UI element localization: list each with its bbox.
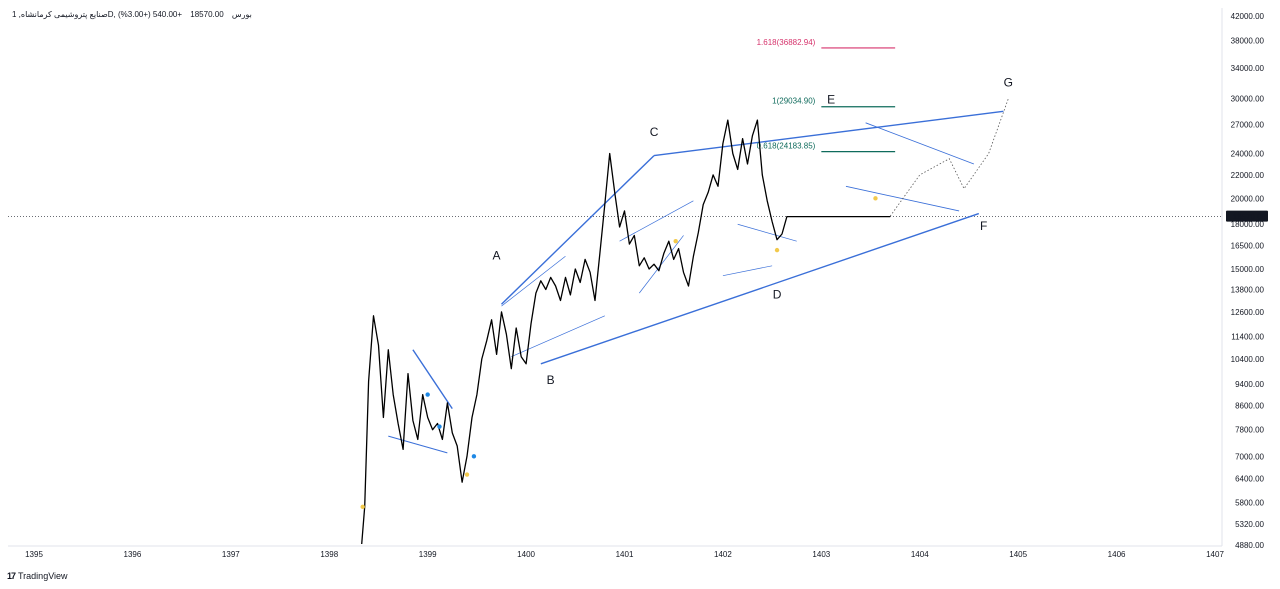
y-tick-label: 16500.00 xyxy=(1231,242,1265,251)
y-tick-label: 12600.00 xyxy=(1231,308,1265,317)
wave-label-a: A xyxy=(493,248,501,262)
x-tick-label: 1400 xyxy=(517,550,535,559)
fib-level-label: 0.618(24183.85) xyxy=(757,142,816,151)
wave-label-f: F xyxy=(980,219,987,233)
x-tick-label: 1395 xyxy=(25,550,43,559)
x-tick-label: 1406 xyxy=(1108,550,1126,559)
minor-line-d1 xyxy=(737,223,797,242)
y-tick-label: 7800.00 xyxy=(1235,426,1264,435)
symbol-title[interactable]: صنایع پتروشیمی کرمانشاه, 1D, بورس xyxy=(12,10,252,19)
minor-line-a2 xyxy=(511,315,605,358)
y-tick-label: 11400.00 xyxy=(1231,332,1264,341)
wave-label-g: G xyxy=(1004,76,1013,90)
y-tick-label: 18000.00 xyxy=(1231,220,1265,229)
fib-level-label: 1.618(36882.94) xyxy=(757,38,816,47)
wave-label-e: E xyxy=(827,93,835,107)
falling-wedge-upper-line xyxy=(865,122,975,165)
minor-line-c1 xyxy=(619,200,694,242)
signal-marker xyxy=(673,238,678,244)
signal-marker xyxy=(464,472,470,477)
x-tick-label: 1407 xyxy=(1206,550,1224,559)
tradingview-icon: 17 xyxy=(7,571,16,581)
x-tick-label: 1401 xyxy=(616,550,634,559)
minor-line-d2 xyxy=(722,265,773,277)
x-tick-label: 1404 xyxy=(911,550,929,559)
triangle-upper-line xyxy=(412,349,453,410)
y-tick-label: 42000.00 xyxy=(1231,12,1265,21)
signal-marker xyxy=(425,392,430,397)
channel-lower-line xyxy=(540,212,980,365)
wave-label-c: C xyxy=(650,125,659,139)
y-tick-label: 20000.00 xyxy=(1231,194,1265,203)
fib-level-label: 1(29034.90) xyxy=(772,97,815,106)
y-tick-label: 10400.00 xyxy=(1231,355,1265,364)
y-tick-label: 7000.00 xyxy=(1235,452,1264,461)
signal-marker xyxy=(471,454,477,459)
y-tick-label: 24000.00 xyxy=(1231,150,1265,159)
signal-marker xyxy=(437,424,442,429)
tradingview-name: TradingView xyxy=(18,571,68,581)
x-tick-label: 1398 xyxy=(320,550,338,559)
channel-upper-left-line xyxy=(500,155,655,305)
last-price: 18570.00 xyxy=(190,10,224,19)
signal-marker xyxy=(360,504,365,510)
projection-path xyxy=(889,98,1009,217)
y-tick-label: 27000.00 xyxy=(1231,121,1265,130)
tradingview-logo[interactable]: 17 TradingView xyxy=(7,571,68,581)
y-tick-label: 5320.00 xyxy=(1235,520,1264,529)
price-series-line xyxy=(361,119,891,545)
triangle-lower-line xyxy=(388,435,448,454)
y-tick-label: 6400.00 xyxy=(1235,474,1264,483)
x-tick-label: 1397 xyxy=(222,550,240,559)
y-tick-label: 5800.00 xyxy=(1235,499,1264,508)
x-tick-label: 1405 xyxy=(1009,550,1027,559)
y-tick-label: 9400.00 xyxy=(1235,380,1264,389)
y-tick-label: 8600.00 xyxy=(1235,402,1264,411)
x-tick-label: 1399 xyxy=(419,550,437,559)
y-tick-label: 13800.00 xyxy=(1231,286,1265,295)
x-tick-label: 1403 xyxy=(812,550,830,559)
current-price-tag-label: 18570.00 xyxy=(1233,213,1267,222)
x-tick-label: 1396 xyxy=(124,550,142,559)
signal-marker xyxy=(873,196,878,201)
minor-line-a1 xyxy=(501,255,566,307)
y-tick-label: 38000.00 xyxy=(1231,37,1265,46)
y-tick-label: 4880.00 xyxy=(1235,541,1264,550)
y-tick-label: 34000.00 xyxy=(1231,64,1265,73)
x-tick-label: 1402 xyxy=(714,550,732,559)
chart-header: صنایع پتروشیمی کرمانشاه, 1D, بورس 18570.… xyxy=(12,10,258,19)
channel-upper-right-line xyxy=(653,110,1004,157)
y-tick-label: 22000.00 xyxy=(1231,171,1265,180)
y-tick-label: 30000.00 xyxy=(1231,95,1265,104)
signal-marker xyxy=(774,247,780,253)
y-tick-label: 15000.00 xyxy=(1231,265,1265,274)
wave-label-d: D xyxy=(773,288,782,302)
current-price-tag xyxy=(1226,210,1268,222)
wave-label-b: B xyxy=(547,373,555,387)
price-change: +540.00 (+3.00%) xyxy=(117,10,183,19)
